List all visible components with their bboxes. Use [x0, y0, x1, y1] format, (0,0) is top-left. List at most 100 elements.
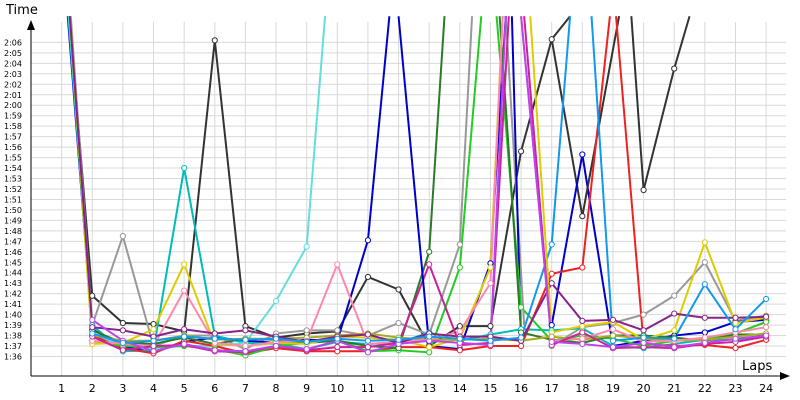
data-point — [763, 313, 770, 320]
series-line-offscreen — [397, 16, 431, 347]
data-point — [303, 346, 310, 353]
y-tick-label: 2:03 — [4, 70, 22, 79]
data-point — [395, 336, 402, 343]
data-point — [732, 345, 739, 352]
series-line — [551, 331, 767, 350]
x-tick-label: 19 — [606, 382, 620, 395]
series-line — [92, 263, 492, 349]
y-axis-arrow-icon — [27, 20, 35, 30]
series-line — [92, 263, 492, 348]
y-tick-label: 1:51 — [4, 195, 22, 204]
data-point — [671, 310, 678, 317]
data-point — [640, 186, 647, 194]
data-point — [181, 326, 188, 333]
x-tick-label: 7 — [242, 382, 249, 395]
data-point — [548, 280, 555, 287]
series-line — [612, 283, 767, 342]
x-axis-title: Laps — [742, 359, 772, 374]
y-tick-label: 1:40 — [4, 311, 22, 320]
data-point — [487, 323, 494, 330]
data-point — [242, 342, 249, 350]
data-point — [272, 335, 280, 342]
data-point — [701, 259, 708, 266]
data-points — [89, 36, 770, 359]
data-point — [242, 348, 249, 355]
x-tick-label: 23 — [728, 382, 742, 395]
data-point — [89, 324, 96, 331]
data-point — [211, 347, 218, 354]
y-tick-label: 2:01 — [4, 91, 22, 100]
y-tick-label: 1:43 — [4, 279, 22, 288]
y-tick-label: 2:05 — [4, 49, 22, 58]
data-point — [579, 329, 586, 336]
data-point — [732, 335, 739, 342]
data-point — [701, 334, 708, 341]
x-tick-label: 14 — [453, 382, 467, 395]
data-point — [671, 335, 678, 342]
x-tick-label: 15 — [483, 382, 497, 395]
y-tick-labels: 1:36 1:371:38 1:391:40 1:411:42 1:431:44 1:45… — [4, 38, 22, 361]
y-tick-label: 2:02 — [4, 80, 22, 89]
data-point — [181, 333, 188, 340]
series-line-offscreen — [458, 16, 483, 268]
data-point — [517, 148, 525, 155]
series-line-offscreen — [366, 16, 391, 241]
x-tick-label: 8 — [273, 382, 280, 395]
data-point — [732, 314, 739, 321]
x-tick-label: 2 — [89, 382, 96, 395]
series-line — [91, 244, 553, 344]
x-tick-label: 20 — [637, 382, 651, 395]
data-point — [303, 243, 310, 250]
data-point — [671, 65, 678, 72]
data-point — [548, 36, 555, 43]
data-point — [242, 327, 249, 334]
y-tick-label: 1:46 — [4, 248, 22, 257]
data-point — [364, 343, 372, 351]
data-point — [242, 336, 249, 343]
data-point — [272, 297, 280, 305]
x-tick-label: 10 — [330, 382, 344, 395]
x-axis-arrow-icon — [780, 372, 790, 380]
x-tick-label: 17 — [545, 382, 559, 395]
data-point — [671, 343, 678, 351]
data-point — [334, 335, 341, 342]
data-point — [426, 248, 433, 255]
data-point — [395, 286, 402, 293]
series-line — [551, 241, 767, 341]
series-line-offscreen — [504, 16, 526, 326]
x-tick-label: 13 — [422, 382, 436, 395]
data-point — [426, 349, 433, 356]
data-point — [181, 340, 188, 348]
data-point — [119, 347, 126, 354]
data-point — [334, 343, 341, 351]
data-point — [548, 241, 555, 248]
y-tick-label: 1:38 — [4, 332, 22, 341]
data-point — [211, 37, 218, 44]
data-point — [150, 342, 157, 350]
data-point — [334, 327, 341, 334]
y-tick-label: 1:45 — [4, 258, 22, 267]
data-point — [701, 339, 708, 346]
y-tick-label: 1:49 — [4, 216, 22, 225]
data-point — [609, 326, 617, 333]
series-line-offscreen — [489, 16, 504, 284]
data-point — [181, 164, 188, 172]
data-point — [150, 348, 157, 355]
series-line — [91, 319, 491, 354]
data-point — [364, 331, 372, 338]
x-tick-label: 5 — [181, 382, 188, 395]
x-tick-label: 4 — [150, 382, 157, 395]
y-tick-label: 1:57 — [4, 133, 22, 142]
data-point — [487, 264, 494, 271]
data-point — [303, 338, 310, 345]
x-tick-label: 12 — [392, 382, 406, 395]
x-tick-label: 21 — [667, 382, 681, 395]
data-point — [609, 337, 617, 344]
y-tick-label: 1:52 — [4, 185, 22, 194]
axes — [27, 20, 790, 380]
data-point — [426, 261, 433, 268]
x-tick-label: 9 — [303, 382, 310, 395]
data-point — [548, 321, 555, 329]
data-point — [334, 261, 341, 268]
